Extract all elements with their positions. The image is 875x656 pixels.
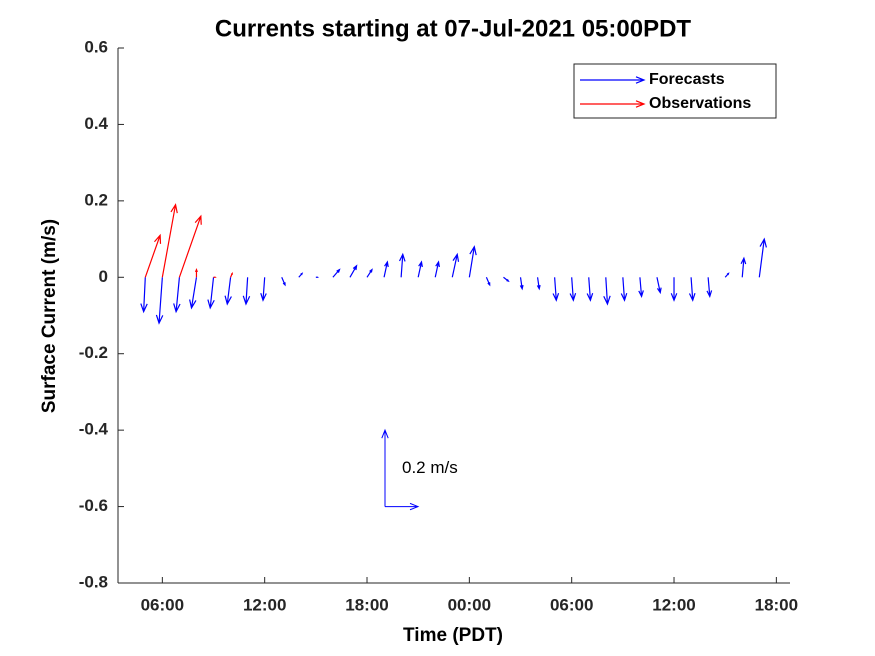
chart-title: Currents starting at 07-Jul-2021 05:00PD… — [215, 15, 692, 42]
current-arrow — [468, 245, 477, 278]
scale-label: 0.2 m/s — [402, 458, 458, 477]
current-arrow — [706, 277, 713, 299]
current-arrow — [536, 277, 541, 291]
y-tick-label: 0.6 — [84, 37, 108, 56]
x-tick-label: 12:00 — [652, 595, 695, 614]
current-arrow — [552, 277, 560, 302]
current-arrow — [173, 277, 181, 314]
current-arrow — [638, 277, 644, 299]
current-arrow — [349, 264, 358, 278]
current-arrow — [298, 272, 304, 278]
current-arrow — [603, 277, 611, 306]
x-axis-label: Time (PDT) — [403, 625, 503, 646]
current-arrow — [155, 277, 164, 325]
current-arrow — [758, 237, 767, 278]
current-arrow — [242, 277, 251, 306]
scale-arrow-vertical — [381, 428, 389, 507]
current-arrow — [383, 260, 389, 278]
current-arrow — [656, 277, 662, 295]
current-arrow — [281, 277, 286, 287]
current-arrow — [724, 272, 730, 278]
legend-label: Observations — [649, 95, 751, 112]
current-arrow — [144, 233, 162, 278]
current-arrow — [586, 277, 594, 302]
current-arrow — [140, 277, 148, 314]
current-arrow — [189, 277, 198, 310]
current-arrow — [688, 277, 696, 302]
y-tick-label: -0.8 — [79, 572, 108, 591]
current-arrow — [230, 271, 233, 278]
y-tick-label: -0.4 — [79, 420, 109, 439]
x-tick-label: 12:00 — [243, 595, 286, 614]
current-arrow — [434, 260, 440, 278]
current-arrow — [398, 252, 406, 278]
x-tick-label: 18:00 — [345, 595, 388, 614]
y-tick-label: -0.6 — [79, 496, 108, 515]
current-arrow — [417, 260, 423, 278]
legend-label: Forecasts — [649, 71, 725, 88]
current-arrow — [740, 256, 747, 278]
y-tick-label: 0.2 — [84, 190, 108, 209]
current-arrow — [670, 277, 678, 302]
current-arrow — [503, 276, 510, 283]
legend-swatch — [580, 100, 646, 108]
legend — [573, 63, 777, 119]
current-arrow — [366, 268, 373, 278]
current-arrow — [194, 268, 198, 278]
current-arrow — [332, 268, 341, 278]
current-arrow — [260, 277, 267, 302]
current-arrow — [161, 203, 178, 278]
scale-arrow-horizontal — [385, 502, 420, 511]
current-arrow — [207, 277, 215, 310]
current-arrow — [620, 277, 628, 302]
x-tick-label: 18:00 — [755, 595, 798, 614]
y-tick-label: -0.2 — [79, 343, 108, 362]
x-tick-label: 06:00 — [141, 595, 184, 614]
y-axis-label: Surface Current (m/s) — [39, 219, 60, 413]
x-tick-label: 06:00 — [550, 595, 593, 614]
current-arrow — [485, 277, 491, 287]
current-arrow — [519, 277, 524, 291]
current-arrow — [451, 252, 460, 278]
current-arrow — [569, 277, 577, 302]
current-arrow — [178, 214, 202, 278]
x-tick-label: 00:00 — [448, 595, 491, 614]
y-tick-label: 0.4 — [84, 114, 108, 133]
y-tick-label: 0 — [99, 267, 108, 286]
current-arrow — [224, 277, 232, 306]
legend-swatch — [580, 76, 646, 84]
